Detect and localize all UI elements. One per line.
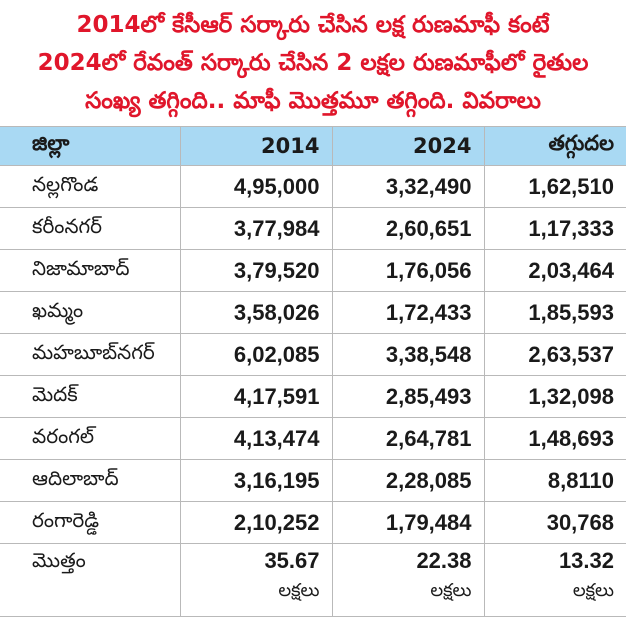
- header-district: జిల్లా: [0, 126, 181, 166]
- table-row: వరంగల్ 4,13,474 2,64,781 1,48,693: [0, 417, 626, 460]
- headline-line-3: సంఖ్య తగ్గింది.. మాఫీ మొత్తమూ తగ్గింది. …: [85, 87, 541, 114]
- total-decrease-value: 13.32: [558, 548, 614, 573]
- total-2014: 35.67 లక్షలు: [179, 543, 333, 617]
- table-row: ఖమ్మం 3,58,026 1,72,433 1,85,593: [0, 291, 626, 334]
- table-row: కరీంనగర్ 3,77,984 2,60,651 1,17,333: [0, 207, 626, 250]
- cell-2024: 3,38,548: [331, 333, 485, 376]
- loan-waiver-table: జిల్లా 2014 2024 తగ్గుదల నల్లగొండ 4,95,00…: [0, 126, 626, 617]
- cell-district: వరంగల్: [0, 417, 181, 460]
- headline: 2014లో కేసీఆర్ సర్కారు చేసిన లక్ష రుణమాఫ…: [0, 0, 626, 126]
- cell-decrease: 1,17,333: [483, 207, 626, 250]
- cell-2014: 4,13,474: [179, 417, 333, 460]
- cell-2014: 3,77,984: [179, 207, 333, 250]
- table-row: మహబూబ్‌నగర్ 6,02,085 3,38,548 2,63,537: [0, 333, 626, 376]
- cell-decrease: 8,8110: [483, 459, 626, 502]
- total-decrease: 13.32 లక్షలు: [483, 543, 626, 617]
- cell-2014: 3,16,195: [179, 459, 333, 502]
- cell-2024: 2,28,085: [331, 459, 485, 502]
- total-2024-unit: లక్షలు: [430, 580, 472, 601]
- header-2014: 2014: [179, 126, 333, 166]
- cell-decrease: 1,85,593: [483, 291, 626, 334]
- cell-2014: 4,17,591: [179, 375, 333, 418]
- cell-decrease: 1,32,098: [483, 375, 626, 418]
- table-row: నల్లగొండ 4,95,000 3,32,490 1,62,510: [0, 165, 626, 208]
- cell-district: మెదక్: [0, 375, 181, 418]
- total-2024: 22.38 లక్షలు: [331, 543, 485, 617]
- cell-decrease: 1,48,693: [483, 417, 626, 460]
- cell-district: మహబూబ్‌నగర్: [0, 333, 181, 376]
- cell-district: ఆదిలాబాద్: [0, 459, 181, 502]
- headline-line-1: 2014లో కేసీఆర్ సర్కారు చేసిన లక్ష రుణమాఫ…: [76, 11, 550, 38]
- total-decrease-unit: లక్షలు: [572, 580, 614, 601]
- cell-2024: 1,79,484: [331, 501, 485, 544]
- cell-2024: 3,32,490: [331, 165, 485, 208]
- cell-2024: 1,72,433: [331, 291, 485, 334]
- cell-2014: 6,02,085: [179, 333, 333, 376]
- cell-decrease: 30,768: [483, 501, 626, 544]
- cell-decrease: 2,63,537: [483, 333, 626, 376]
- header-decrease: తగ్గుదల: [483, 126, 626, 166]
- cell-decrease: 1,62,510: [483, 165, 626, 208]
- cell-district: రంగారెడ్డి: [0, 501, 181, 544]
- cell-district: నల్లగొండ: [0, 165, 181, 208]
- total-2024-value: 22.38: [416, 548, 472, 573]
- header-2024: 2024: [331, 126, 485, 166]
- cell-2014: 2,10,252: [179, 501, 333, 544]
- cell-2024: 2,85,493: [331, 375, 485, 418]
- cell-district: నిజామాబాద్: [0, 249, 181, 292]
- cell-district: ఖమ్మం: [0, 291, 181, 334]
- total-label: మొత్తం: [0, 543, 181, 617]
- cell-2024: 2,64,781: [331, 417, 485, 460]
- table-row-total: మొత్తం 35.67 లక్షలు 22.38 లక్షలు 13.32 ల…: [0, 543, 626, 617]
- cell-2024: 2,60,651: [331, 207, 485, 250]
- total-2014-value: 35.67: [264, 548, 320, 573]
- cell-2024: 1,76,056: [331, 249, 485, 292]
- total-2014-unit: లక్షలు: [278, 580, 320, 601]
- cell-2014: 4,95,000: [179, 165, 333, 208]
- headline-line-2: 2024లో రేవంత్ సర్కారు చేసిన 2 లక్షల రుణమ…: [37, 49, 589, 76]
- table-header-row: జిల్లా 2014 2024 తగ్గుదల: [0, 126, 626, 166]
- table-row: మెదక్ 4,17,591 2,85,493 1,32,098: [0, 375, 626, 418]
- cell-district: కరీంనగర్: [0, 207, 181, 250]
- cell-2014: 3,79,520: [179, 249, 333, 292]
- table-row: రంగారెడ్డి 2,10,252 1,79,484 30,768: [0, 501, 626, 544]
- cell-2014: 3,58,026: [179, 291, 333, 334]
- table-row: ఆదిలాబాద్ 3,16,195 2,28,085 8,8110: [0, 459, 626, 502]
- cell-decrease: 2,03,464: [483, 249, 626, 292]
- table-row: నిజామాబాద్ 3,79,520 1,76,056 2,03,464: [0, 249, 626, 292]
